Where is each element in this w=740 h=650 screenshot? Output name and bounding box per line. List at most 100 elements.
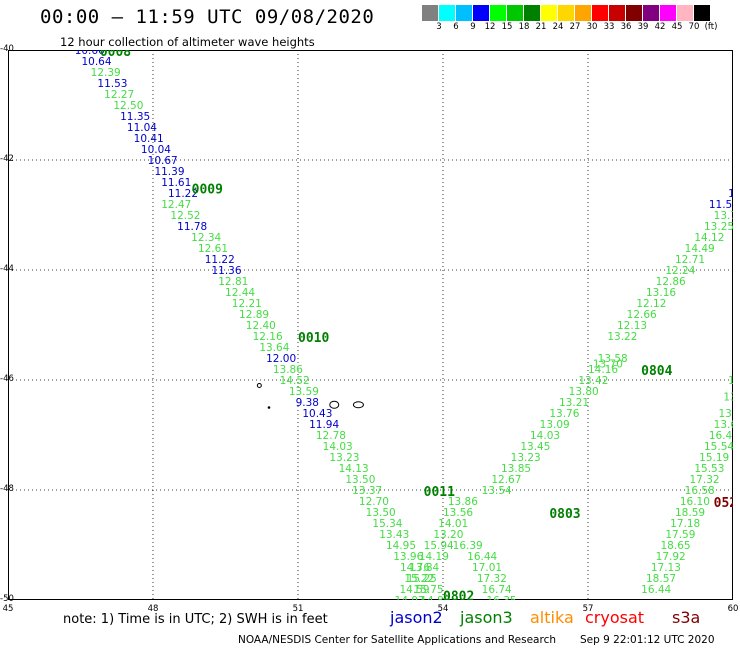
wave-height-value: 17.18 xyxy=(670,518,700,530)
island-outline xyxy=(329,400,340,409)
wave-height-value: 14.97 xyxy=(395,595,425,600)
wave-height-value: 12.34 xyxy=(191,232,221,244)
wave-height-value: 12.52 xyxy=(170,210,200,222)
color-scale-label: 42 xyxy=(654,22,666,32)
wave-height-value: 18.65 xyxy=(661,540,691,552)
wave-height-value: 13.86 xyxy=(448,496,478,508)
color-scale-label: 18 xyxy=(518,22,530,32)
satellite-legend-item: jason2 xyxy=(390,608,443,627)
wave-height-value: 15.22 xyxy=(404,573,434,585)
wave-height-value: 14.16 xyxy=(588,364,618,376)
wave-height-value: 11.38 xyxy=(728,188,733,200)
wave-height-value: 12.24 xyxy=(665,265,695,277)
island-outline xyxy=(352,401,364,409)
color-swatch xyxy=(473,5,490,21)
wave-height-value: 12.86 xyxy=(656,276,686,288)
wave-height-value: 13.25 xyxy=(704,221,733,233)
wave-height-value: 13.70 xyxy=(593,359,623,371)
color-swatch xyxy=(643,5,660,21)
wave-height-value: 13.54 xyxy=(482,485,512,497)
altimeter-map-plot: 10.6010.6412.3911.5312.2712.5011.3511.04… xyxy=(8,50,733,600)
wave-height-value: 15.94 xyxy=(424,540,454,552)
wave-height-value: 12.71 xyxy=(675,254,705,266)
wave-height-value: 16.44 xyxy=(641,584,671,596)
satellite-legend-item: jason3 xyxy=(460,608,513,627)
wave-height-value: 15.25 xyxy=(407,573,437,585)
wave-height-value: 16.39 xyxy=(453,540,483,552)
lat-tick-label: -50 xyxy=(0,594,14,604)
lon-tick-label: 57 xyxy=(582,604,594,614)
color-scale-label: 3 xyxy=(436,22,442,32)
wave-height-value: 18.59 xyxy=(675,507,705,519)
lon-tick-label: 60 xyxy=(727,604,739,614)
wave-height-value: 14.95 xyxy=(386,540,416,552)
wave-height-value: 14.19 xyxy=(419,551,449,563)
wave-height-value: 9.38 xyxy=(296,397,319,409)
wave-height-value: 13.58 xyxy=(598,353,628,365)
wave-height-value: 12.47 xyxy=(161,199,191,211)
wave-height-value: 15.53 xyxy=(694,463,724,475)
wave-height-value: 13.43 xyxy=(379,529,409,541)
wave-height-value: 13.96 xyxy=(393,551,423,563)
wave-height-value: 14.13 xyxy=(339,463,369,475)
pass-time-label: 0804 xyxy=(641,364,672,379)
wave-height-value: 16.10 xyxy=(680,496,710,508)
wave-height-value: 11.36 xyxy=(211,265,241,277)
wave-height-value: 13.54 xyxy=(723,392,733,404)
wave-height-value: 13.84 xyxy=(409,562,439,574)
color-swatch xyxy=(422,5,439,21)
footer-credit: NOAA/NESDIS Center for Satellite Applica… xyxy=(238,634,556,646)
wave-height-value: 17.92 xyxy=(656,551,686,563)
map-title: 00:00 – 11:59 UTC 09/08/2020 xyxy=(40,6,375,28)
wave-height-value: 12.66 xyxy=(627,309,657,321)
map-subtitle: 12 hour collection of altimeter wave hei… xyxy=(60,35,315,49)
wave-height-value: 12.16 xyxy=(253,331,283,343)
color-swatch xyxy=(524,5,541,21)
wave-height-value: 10.43 xyxy=(302,408,332,420)
island-outline xyxy=(267,406,271,409)
wave-height-value: 16.73 xyxy=(728,375,733,387)
wave-height-value: 13.23 xyxy=(511,452,541,464)
color-scale-label: 27 xyxy=(569,22,581,32)
wave-height-value: 11.55 xyxy=(709,199,733,211)
wave-height-value: 13.56 xyxy=(443,507,473,519)
color-scale-label: 70 xyxy=(688,22,700,32)
satellite-legend-item: s3a xyxy=(672,608,701,627)
wave-height-value: 12.40 xyxy=(246,320,276,332)
wave-height-value: 13.64 xyxy=(259,342,289,354)
lat-tick-label: -46 xyxy=(0,374,14,384)
wave-height-value: 17.32 xyxy=(477,573,507,585)
wave-height-value: 10.60 xyxy=(75,50,105,57)
satellite-legend-item: cryosat xyxy=(585,608,645,627)
color-swatch xyxy=(439,5,456,21)
wave-height-value: 13.45 xyxy=(520,441,550,453)
wave-height-value: 16.49 xyxy=(709,430,733,442)
color-swatch xyxy=(558,5,575,21)
wave-height-value: 12.13 xyxy=(617,320,647,332)
wave-height-value: 17.59 xyxy=(665,529,695,541)
plot-frame xyxy=(8,50,733,600)
color-scale-label: 39 xyxy=(637,22,649,32)
wave-height-value: 17.32 xyxy=(690,474,720,486)
footer-timestamp: Sep 9 22:01:12 UTC 2020 xyxy=(580,634,715,646)
color-scale-labels: 3 6 9 12 15 18 21 24 27 30 33 36 39 42 45 70 (ft) xyxy=(422,22,740,34)
wave-height-value: 14.03 xyxy=(323,441,353,453)
wave-height-value: 11.61 xyxy=(161,177,191,189)
pass-time-label: 0011 xyxy=(424,485,455,500)
color-scale-label: 12 xyxy=(484,22,496,32)
island-outline xyxy=(256,383,262,388)
wave-height-value: 13.62 xyxy=(714,419,733,431)
color-swatch xyxy=(592,5,609,21)
wave-height-value: 16.44 xyxy=(467,551,497,563)
wave-height-value: 12.21 xyxy=(232,298,262,310)
color-scale-label: 21 xyxy=(535,22,547,32)
color-swatch xyxy=(541,5,558,21)
wave-height-value: 13.86 xyxy=(273,364,303,376)
pass-time-label: 0010 xyxy=(298,331,329,346)
color-scale-label: 6 xyxy=(453,22,459,32)
color-swatch xyxy=(694,5,711,21)
wave-height-value: 12.70 xyxy=(359,496,389,508)
wave-height-value: 16.35 xyxy=(487,595,517,600)
wave-height-value: 14.49 xyxy=(685,243,715,255)
wave-height-value: 14.76 xyxy=(400,562,430,574)
